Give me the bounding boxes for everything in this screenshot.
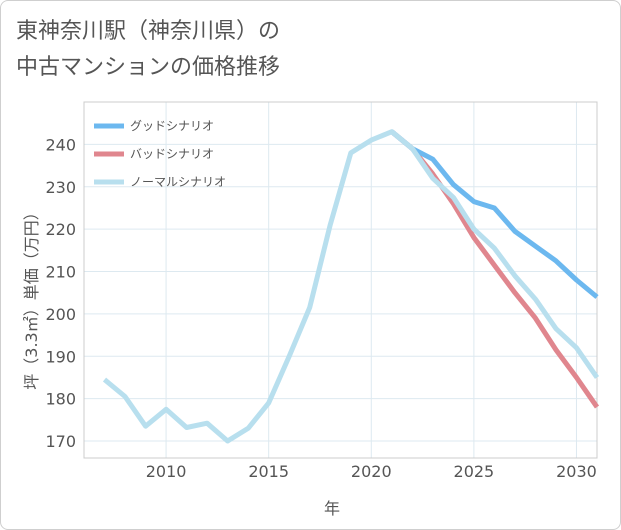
x-axis-label: 年	[324, 499, 340, 518]
x-tick-label: 2030	[556, 462, 597, 481]
x-tick-label: 2010	[146, 462, 187, 481]
x-tick-label: 2015	[248, 462, 289, 481]
y-axis-label: 坪（3.3㎡）単価（万円）	[22, 204, 41, 389]
x-axis-ticks: 2010 2015 2020 2025 2030	[146, 462, 597, 481]
series-line-2	[102, 129, 600, 444]
y-tick-label: 220	[45, 220, 76, 239]
series-line-0	[390, 129, 599, 299]
legend-label-0: グッドシナリオ	[130, 119, 214, 133]
y-tick-label: 240	[45, 135, 76, 154]
y-tick-label: 230	[45, 178, 76, 197]
legend-label-1: バッドシナリオ	[130, 147, 214, 161]
chart-title-line1: 東神奈川駅（神奈川県）の	[16, 19, 281, 44]
y-axis-ticks: 170 180 190 200 210 220 230 240	[45, 135, 76, 451]
series-lines	[102, 129, 600, 444]
x-tick-label: 2025	[454, 462, 495, 481]
y-tick-label: 170	[45, 432, 76, 451]
plot-area-border	[83, 101, 598, 459]
chart-title: 東神奈川駅（神奈川県）の 中古マンションの価格推移	[16, 14, 280, 86]
y-tick-label: 190	[45, 347, 76, 366]
legend-label-2: ノーマルシナリオ	[130, 175, 226, 189]
chart-title-line2: 中古マンションの価格推移	[16, 55, 281, 80]
y-tick-label: 210	[45, 263, 76, 282]
y-tick-label: 180	[45, 390, 76, 409]
y-tick-label: 200	[45, 305, 76, 324]
x-tick-label: 2020	[351, 462, 392, 481]
